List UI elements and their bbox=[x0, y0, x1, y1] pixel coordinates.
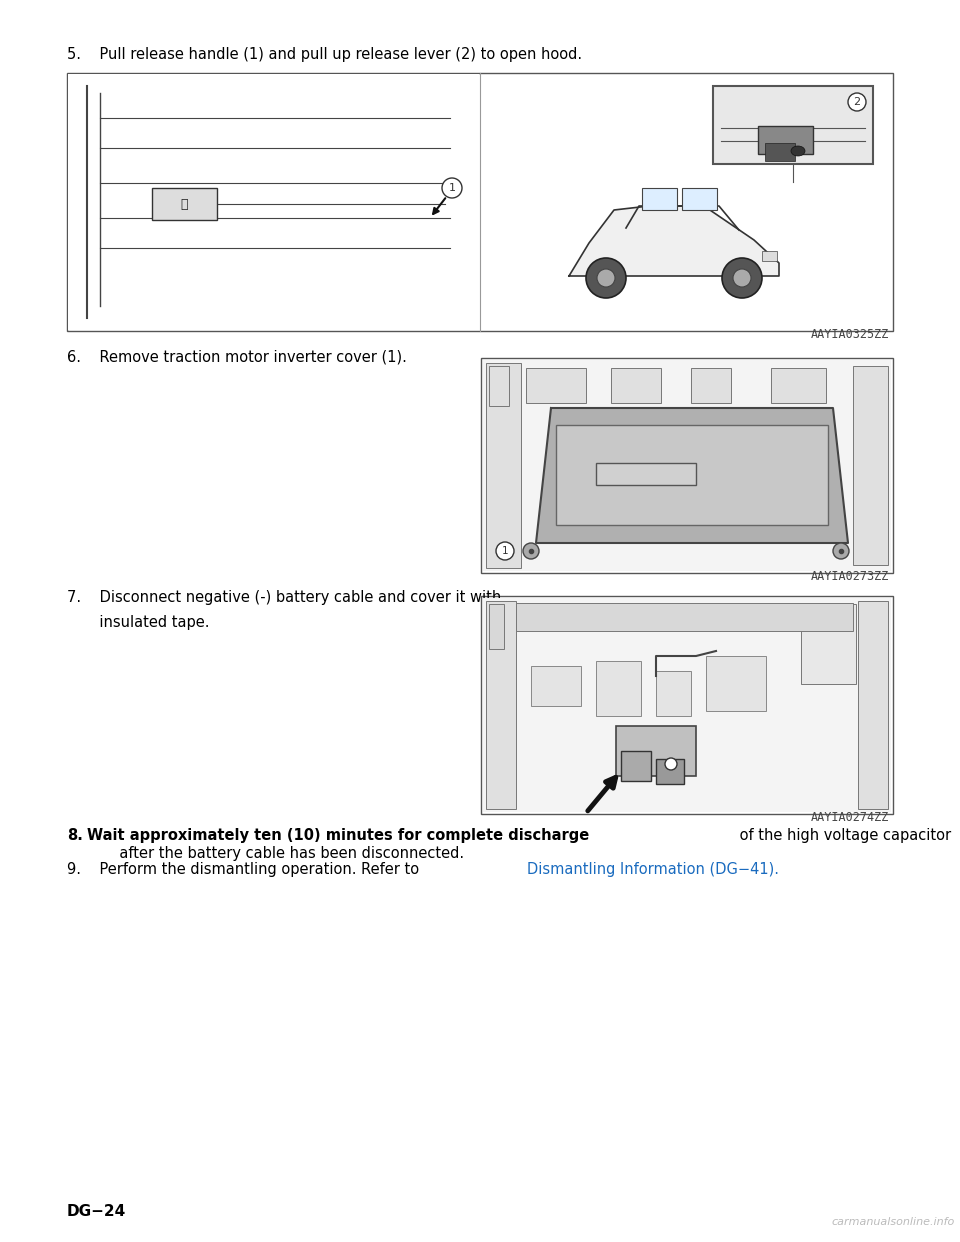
Circle shape bbox=[665, 758, 677, 770]
Bar bbox=[489, 366, 509, 406]
Circle shape bbox=[848, 93, 866, 111]
Bar bbox=[656, 759, 684, 784]
Text: 1: 1 bbox=[502, 546, 508, 556]
Bar bbox=[765, 143, 795, 161]
Text: 6.    Remove traction motor inverter cover (1).: 6. Remove traction motor inverter cover … bbox=[67, 350, 407, 365]
Bar bbox=[691, 368, 731, 402]
Text: of the high voltage capacitor: of the high voltage capacitor bbox=[735, 828, 951, 843]
Bar bbox=[152, 188, 217, 220]
Bar bbox=[531, 666, 581, 705]
Bar bbox=[642, 188, 677, 210]
Polygon shape bbox=[569, 206, 779, 276]
Text: 8.: 8. bbox=[67, 828, 83, 843]
Bar bbox=[526, 368, 586, 402]
Text: 9.    Perform the dismantling operation. Refer to: 9. Perform the dismantling operation. Re… bbox=[67, 862, 423, 877]
Text: Wait approximately ten (10) minutes for complete discharge: Wait approximately ten (10) minutes for … bbox=[87, 828, 589, 843]
Bar bbox=[801, 604, 856, 684]
Bar bbox=[486, 601, 516, 809]
Bar bbox=[611, 368, 661, 402]
Text: DG−24: DG−24 bbox=[67, 1203, 127, 1218]
Text: carmanualsonline.info: carmanualsonline.info bbox=[831, 1217, 955, 1227]
Bar bbox=[67, 73, 893, 332]
Bar bbox=[486, 363, 521, 568]
Circle shape bbox=[833, 543, 849, 559]
Text: 🚗: 🚗 bbox=[180, 197, 188, 210]
Bar bbox=[596, 661, 641, 715]
Bar bbox=[713, 86, 873, 164]
Bar bbox=[621, 751, 651, 781]
Text: 1: 1 bbox=[448, 183, 455, 193]
Bar bbox=[682, 188, 717, 210]
Text: after the battery cable has been disconnected.: after the battery cable has been disconn… bbox=[87, 846, 464, 861]
Bar bbox=[483, 597, 891, 812]
Circle shape bbox=[586, 258, 626, 298]
Bar bbox=[616, 727, 696, 776]
Bar bbox=[858, 601, 888, 809]
Text: 2: 2 bbox=[853, 97, 860, 107]
Text: 7.    Disconnect negative (-) battery cable and cover it with: 7. Disconnect negative (-) battery cable… bbox=[67, 590, 501, 605]
Circle shape bbox=[597, 270, 615, 287]
Text: AAYIA0325ZZ: AAYIA0325ZZ bbox=[810, 328, 889, 342]
Circle shape bbox=[496, 542, 514, 560]
Bar bbox=[481, 596, 893, 814]
Bar bbox=[771, 368, 826, 402]
Bar bbox=[481, 358, 893, 573]
Bar bbox=[762, 251, 777, 261]
Text: AAYIA0274ZZ: AAYIA0274ZZ bbox=[810, 811, 889, 823]
Bar bbox=[516, 604, 853, 631]
Bar bbox=[556, 425, 828, 525]
Bar bbox=[758, 125, 813, 154]
Text: insulated tape.: insulated tape. bbox=[67, 615, 209, 630]
Circle shape bbox=[523, 543, 539, 559]
Text: 5.    Pull release handle (1) and pull up release lever (2) to open hood.: 5. Pull release handle (1) and pull up r… bbox=[67, 47, 582, 62]
Circle shape bbox=[722, 258, 762, 298]
Bar bbox=[853, 366, 888, 565]
Bar bbox=[706, 656, 766, 710]
Polygon shape bbox=[536, 409, 848, 543]
Text: AAYIA0273ZZ: AAYIA0273ZZ bbox=[810, 570, 889, 582]
Circle shape bbox=[733, 270, 751, 287]
Bar bbox=[656, 671, 691, 715]
Bar bbox=[68, 75, 479, 330]
Bar bbox=[596, 463, 696, 484]
Circle shape bbox=[442, 178, 462, 197]
Text: Dismantling Information (DG−41).: Dismantling Information (DG−41). bbox=[527, 862, 780, 877]
Bar bbox=[483, 360, 891, 571]
Ellipse shape bbox=[791, 147, 805, 156]
Bar bbox=[489, 604, 504, 650]
